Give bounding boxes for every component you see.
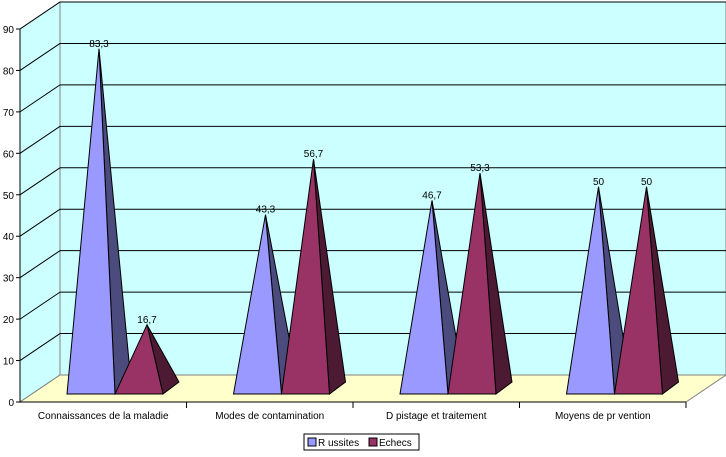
x-tick-label: Moyens de pr vention [555, 411, 651, 422]
x-tick-label: Modes de contamination [215, 411, 324, 422]
pyramid-echecs [280, 158, 331, 395]
pyramid-echecs [613, 186, 664, 395]
gridline-side [19, 250, 61, 279]
data-label: 53,3 [470, 163, 490, 174]
pyramid-echecs [114, 323, 164, 395]
x-tick-label: Connaissances de la maladie [38, 411, 169, 422]
y-tick-label: 10 [3, 357, 15, 368]
legend-label: Echecs [379, 438, 412, 449]
pyramid-echecs [447, 173, 497, 395]
data-label: 50 [593, 177, 605, 188]
legend: R ussites Echecs [303, 433, 420, 451]
gridline-side [19, 1, 61, 30]
side-wall [19, 1, 61, 403]
y-tick-label: 40 [3, 232, 15, 243]
pyramid-reussites [399, 200, 449, 395]
y-tick-label: 20 [3, 315, 15, 326]
data-label: 83,3 [89, 39, 109, 50]
data-label: 16,7 [137, 315, 157, 326]
y-tick-label: 60 [3, 149, 15, 160]
legend-swatch [307, 437, 317, 447]
pyramid-reussites [232, 214, 283, 395]
data-label: 46,7 [422, 190, 442, 201]
gridline-side [19, 291, 61, 320]
data-label: 43,3 [256, 205, 276, 216]
x-tick-label: D pistage et traitement [386, 411, 487, 422]
y-tick-label: 50 [3, 191, 15, 202]
y-tick-label: 90 [3, 25, 15, 36]
gridline-side [19, 43, 61, 71]
legend-swatch [368, 437, 378, 447]
data-label: 56,7 [304, 149, 324, 160]
y-tick-label: 30 [3, 274, 15, 285]
legend-label: R ussites [318, 438, 359, 449]
y-tick-label: 80 [3, 66, 15, 77]
legend-box [303, 433, 420, 451]
gridline-side [19, 208, 61, 237]
y-tick-label: 70 [3, 108, 15, 119]
gridline-side [19, 125, 61, 154]
y-tick-label: 0 [8, 398, 14, 409]
data-label: 50 [641, 177, 653, 188]
gridline-side [19, 84, 61, 113]
pyramid-reussites [565, 186, 616, 395]
gridline-side [19, 167, 61, 196]
gridline-side [19, 333, 61, 361]
pyramid-reussites [66, 48, 116, 395]
